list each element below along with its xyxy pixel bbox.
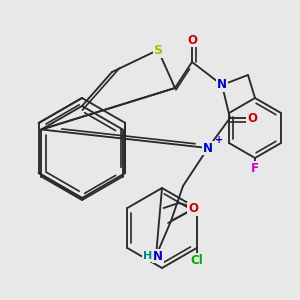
Text: Cl: Cl — [190, 254, 203, 266]
Text: N: N — [153, 250, 163, 262]
Text: +: + — [215, 135, 223, 145]
Text: O: O — [247, 112, 257, 124]
Text: O: O — [188, 202, 198, 215]
Text: O: O — [187, 34, 197, 46]
Text: H: H — [143, 251, 153, 261]
Text: N: N — [203, 142, 213, 154]
Text: S: S — [154, 44, 163, 56]
Text: N: N — [217, 79, 227, 92]
Text: F: F — [251, 161, 259, 175]
